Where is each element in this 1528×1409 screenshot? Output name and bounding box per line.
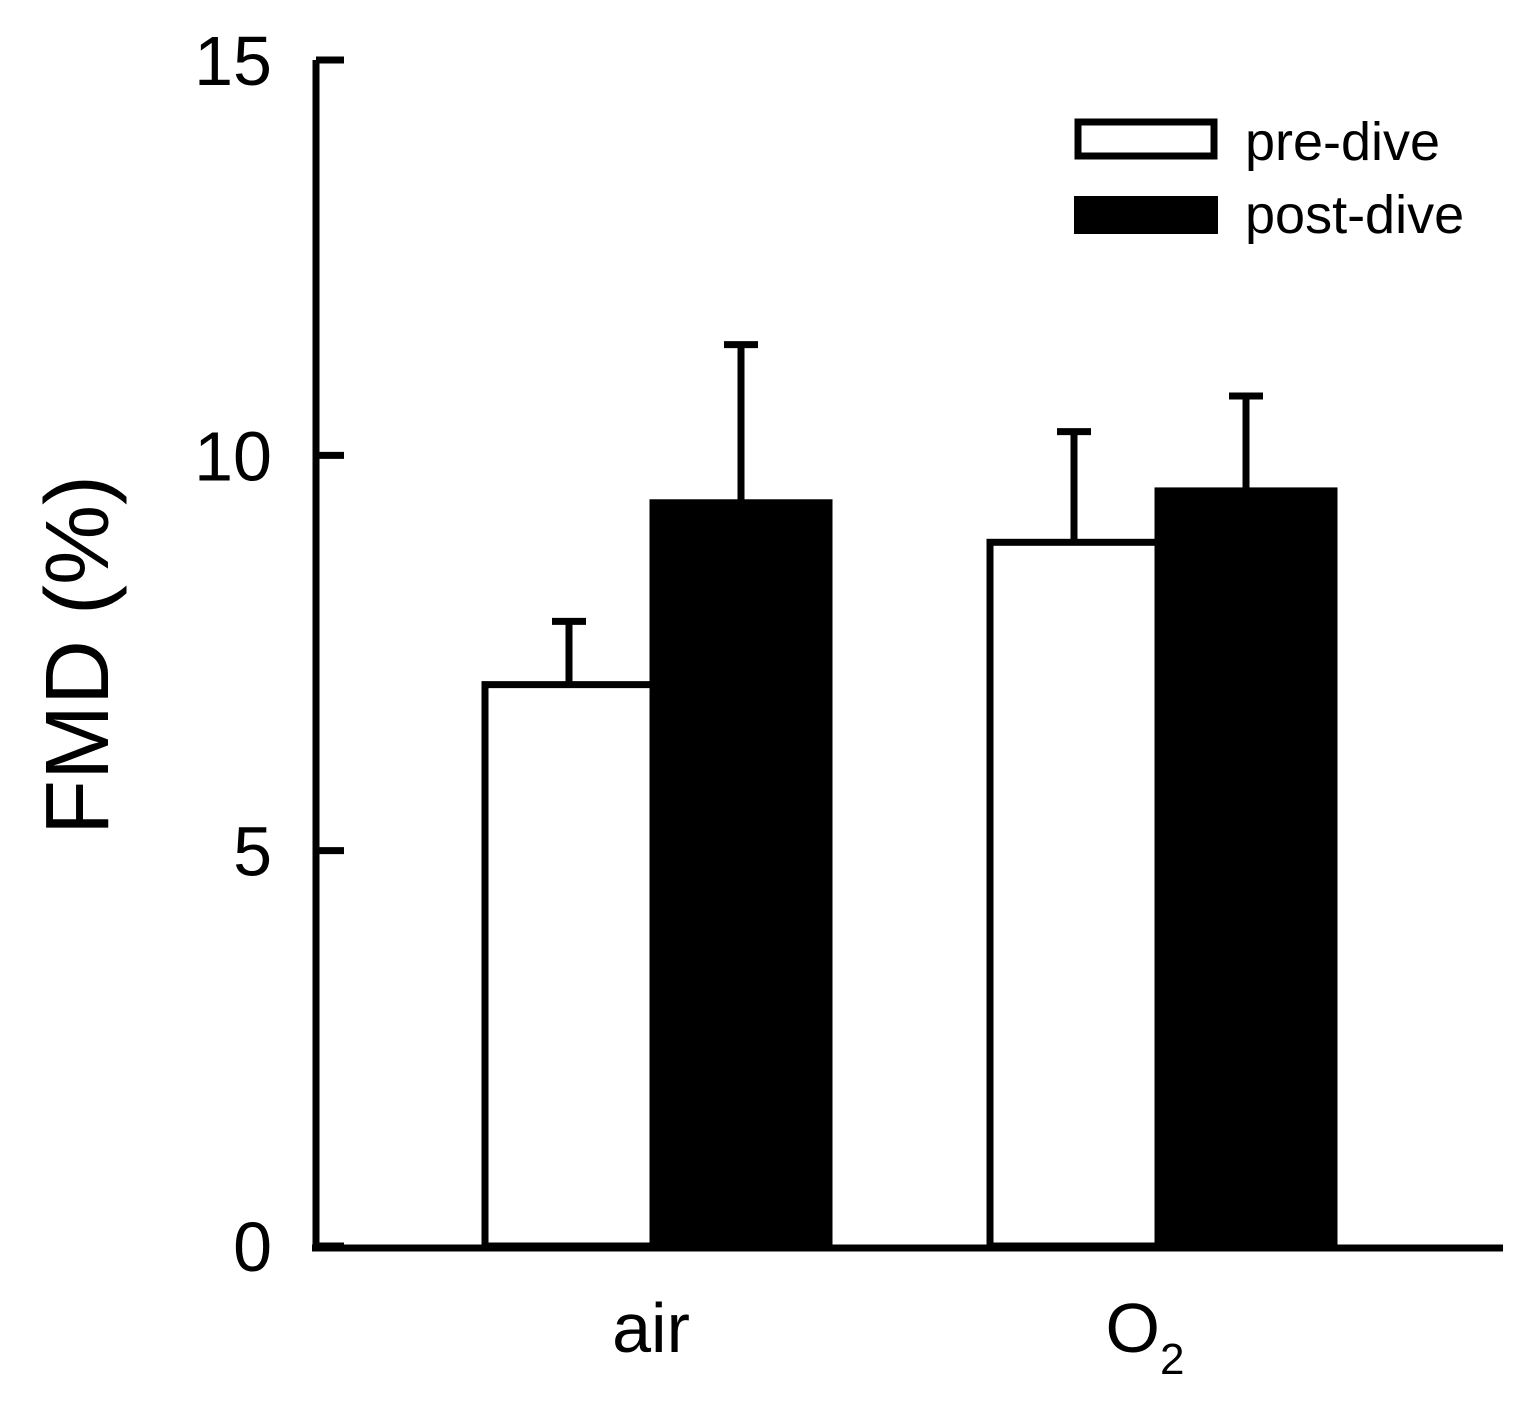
error-bar-O2-post-dive	[1229, 392, 1263, 491]
y-tick-label-10: 10	[194, 417, 272, 495]
bar-O2-pre-dive	[986, 538, 1162, 1250]
category-label-air: air	[612, 1289, 690, 1367]
legend: pre-dive post-dive	[1074, 112, 1464, 245]
y-tick-label-5: 5	[233, 813, 272, 891]
error-bars	[552, 341, 1263, 685]
y-ticks: 0 5 10 15	[194, 22, 344, 1286]
bar-air-pre-dive	[481, 681, 657, 1250]
legend-label-post-dive: post-dive	[1245, 185, 1464, 245]
y-axis-title: FMD (%)	[28, 475, 128, 835]
bar-O2-post-dive	[1154, 487, 1338, 1250]
y-tick-label-15: 15	[194, 22, 272, 100]
y-tick-label-0: 0	[233, 1208, 272, 1286]
error-bar-air-post-dive	[724, 341, 758, 503]
legend-swatch-pre-dive	[1074, 118, 1218, 160]
error-bar-O2-pre-dive	[1057, 428, 1091, 543]
error-bar-air-pre-dive	[552, 617, 586, 685]
legend-swatch-post-dive	[1074, 196, 1218, 234]
category-labels: air O2	[612, 1289, 1184, 1384]
bars	[481, 487, 1338, 1250]
category-label-o2: O2	[1106, 1289, 1185, 1384]
bar-air-post-dive	[649, 499, 833, 1250]
legend-label-pre-dive: pre-dive	[1245, 112, 1440, 172]
